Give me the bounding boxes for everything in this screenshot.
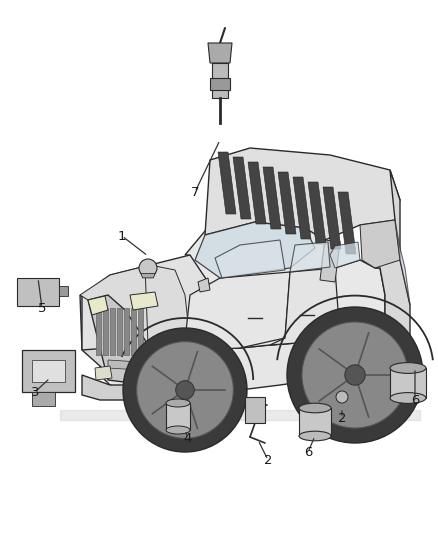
Polygon shape [195, 222, 315, 278]
Polygon shape [323, 187, 341, 249]
Polygon shape [185, 215, 325, 300]
Polygon shape [88, 295, 148, 385]
Polygon shape [100, 340, 410, 395]
Polygon shape [185, 260, 385, 348]
Text: 5: 5 [38, 302, 46, 314]
Circle shape [302, 322, 408, 428]
Text: 2: 2 [338, 411, 346, 424]
Text: 2: 2 [264, 454, 272, 466]
Polygon shape [375, 170, 410, 375]
Polygon shape [138, 308, 143, 355]
Text: 6: 6 [304, 446, 312, 458]
Ellipse shape [166, 426, 190, 434]
Polygon shape [270, 268, 340, 345]
Polygon shape [210, 78, 230, 90]
Polygon shape [390, 368, 426, 398]
Circle shape [139, 259, 157, 277]
Polygon shape [59, 286, 68, 296]
Text: 4: 4 [184, 432, 192, 445]
Polygon shape [166, 403, 190, 430]
Polygon shape [130, 292, 158, 310]
Polygon shape [212, 63, 228, 98]
Polygon shape [208, 43, 232, 63]
Polygon shape [141, 273, 155, 278]
Polygon shape [32, 360, 65, 382]
Circle shape [123, 328, 247, 452]
Polygon shape [278, 172, 296, 234]
Circle shape [137, 342, 233, 438]
Polygon shape [17, 278, 59, 306]
Polygon shape [22, 350, 75, 392]
Polygon shape [299, 408, 331, 436]
Polygon shape [263, 167, 281, 229]
Polygon shape [290, 242, 330, 272]
Polygon shape [338, 192, 356, 254]
Polygon shape [88, 296, 108, 315]
Ellipse shape [299, 431, 331, 441]
Polygon shape [395, 220, 410, 305]
Polygon shape [308, 182, 326, 244]
Polygon shape [131, 308, 136, 355]
Polygon shape [95, 366, 112, 380]
Text: 7: 7 [191, 185, 199, 198]
Polygon shape [218, 152, 236, 214]
Polygon shape [82, 375, 148, 400]
Polygon shape [245, 397, 265, 423]
Polygon shape [215, 240, 285, 278]
Polygon shape [80, 295, 145, 385]
Polygon shape [124, 308, 129, 355]
Text: 3: 3 [31, 385, 39, 399]
Ellipse shape [390, 393, 426, 403]
Polygon shape [293, 177, 311, 239]
Text: 1: 1 [118, 230, 126, 243]
Polygon shape [320, 240, 340, 282]
Circle shape [336, 391, 348, 403]
Polygon shape [80, 265, 190, 350]
Polygon shape [32, 392, 55, 406]
Polygon shape [360, 220, 400, 268]
Polygon shape [233, 157, 251, 219]
Ellipse shape [299, 403, 331, 413]
Polygon shape [330, 242, 360, 268]
Polygon shape [108, 360, 140, 370]
Text: 6: 6 [411, 393, 419, 407]
Ellipse shape [390, 362, 426, 374]
Polygon shape [103, 308, 108, 355]
Ellipse shape [166, 399, 190, 407]
Polygon shape [110, 308, 115, 355]
Polygon shape [248, 162, 266, 224]
Polygon shape [198, 278, 210, 292]
Polygon shape [205, 148, 400, 240]
Polygon shape [82, 255, 220, 350]
Polygon shape [300, 340, 410, 375]
Polygon shape [117, 308, 122, 355]
Circle shape [176, 381, 194, 399]
Circle shape [345, 365, 365, 385]
Circle shape [287, 307, 423, 443]
Polygon shape [96, 308, 101, 355]
Polygon shape [185, 272, 290, 350]
